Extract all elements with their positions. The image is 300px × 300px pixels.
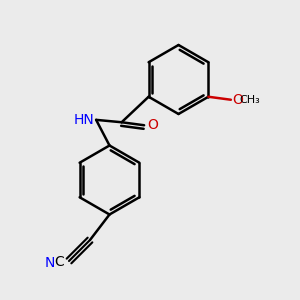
Text: C: C xyxy=(55,255,64,269)
Text: HN: HN xyxy=(74,113,94,127)
Text: O: O xyxy=(232,93,243,107)
Text: CH₃: CH₃ xyxy=(239,95,260,105)
Text: N: N xyxy=(44,256,55,270)
Text: O: O xyxy=(147,118,158,132)
